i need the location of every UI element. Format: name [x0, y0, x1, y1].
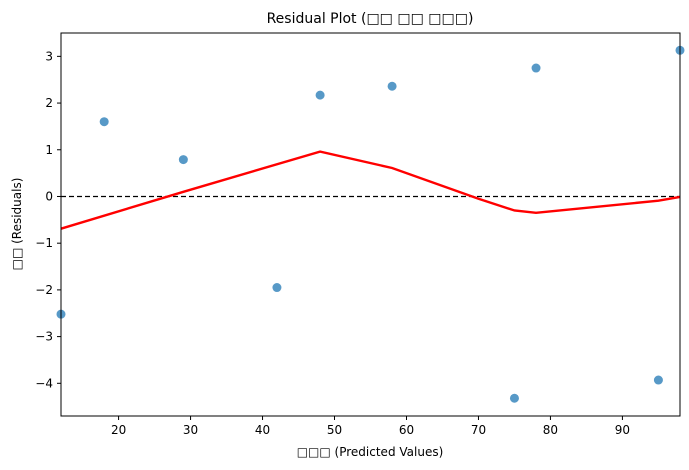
x-tick-label: 40 [255, 423, 270, 437]
data-point [387, 81, 397, 91]
y-tick-label: −1 [35, 236, 53, 250]
data-point [509, 393, 519, 403]
data-point [178, 155, 188, 165]
data-point [99, 117, 109, 127]
y-tick-label: −4 [35, 376, 53, 390]
lowess-trend-line [60, 150, 681, 230]
x-tick-label: 30 [183, 423, 198, 437]
x-tick-label: 50 [327, 423, 342, 437]
plot-frame [60, 32, 681, 417]
x-axis-ticks: 20 30 40 50 60 70 80 90 [111, 416, 630, 437]
y-tick-label: −3 [35, 330, 53, 344]
residual-points [56, 45, 685, 403]
data-point [653, 375, 663, 385]
y-tick-label: 1 [45, 143, 53, 157]
x-tick-label: 90 [615, 423, 630, 437]
y-tick-label: 2 [45, 96, 53, 110]
x-tick-label: 20 [111, 423, 126, 437]
y-tick-label: −2 [35, 283, 53, 297]
y-axis-ticks: −4 −3 −2 −1 0 1 2 3 [35, 49, 61, 390]
x-tick-label: 70 [471, 423, 486, 437]
x-tick-label: 60 [399, 423, 414, 437]
y-axis-label: □□ (Residuals) [10, 178, 24, 271]
plot-area [56, 45, 685, 403]
y-tick-label: 3 [45, 49, 53, 63]
data-point [272, 283, 282, 293]
x-axis-label: □□□ (Predicted Values) [297, 445, 444, 459]
x-tick-label: 80 [543, 423, 558, 437]
data-point [315, 90, 325, 100]
y-tick-label: 0 [45, 189, 53, 203]
data-point [531, 63, 541, 73]
chart-title: Residual Plot (□□ □□ □□□) [267, 11, 474, 27]
